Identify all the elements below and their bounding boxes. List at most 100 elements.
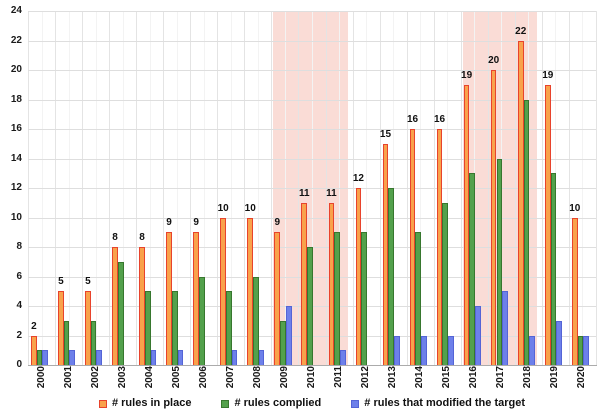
value-label-2016: 19 xyxy=(461,69,473,81)
value-label-2009: 9 xyxy=(274,217,281,229)
value-label-2004: 8 xyxy=(139,232,145,243)
bar-rules-that-modified-the-target-2014 xyxy=(421,335,427,365)
value-label-2007: 10 xyxy=(217,202,229,214)
bar-rules-that-modified-the-target-2016 xyxy=(475,306,481,365)
x-axis-label-2011: 2011 xyxy=(333,366,345,388)
value-label-2003: 8 xyxy=(112,232,118,243)
bar-rules-that-modified-the-target-2019 xyxy=(556,320,562,365)
y-axis-label: 4 xyxy=(16,300,22,311)
x-axis-label-2020: 2020 xyxy=(576,366,588,389)
bar-rules-in-place-2004 xyxy=(139,247,145,365)
y-axis-label: 14 xyxy=(10,152,22,164)
bar-rules-complied-2000 xyxy=(36,350,43,365)
bar-rules-that-modified-the-target-2015 xyxy=(448,335,454,365)
legend-item-rules-that-modified-the-target: # rules that modified the target xyxy=(351,397,525,410)
bar-rules-complied-2007 xyxy=(226,291,232,365)
bar-rules-that-modified-the-target-2002 xyxy=(96,350,103,365)
x-axis-label-2005: 2005 xyxy=(170,366,182,389)
y-axis-label: 20 xyxy=(10,64,22,75)
x-axis-label-2015: 2015 xyxy=(441,366,453,389)
value-label-2002: 5 xyxy=(85,276,91,288)
bar-rules-complied-2016 xyxy=(469,173,476,365)
x-axis-label-2006: 2006 xyxy=(197,366,209,389)
x-axis-label-2014: 2014 xyxy=(414,366,426,389)
bar-rules-complied-2005 xyxy=(171,291,178,365)
x-axis-line xyxy=(28,365,597,366)
value-label-2010: 11 xyxy=(299,187,310,199)
h-gridline xyxy=(28,129,596,130)
bar-rules-complied-2002 xyxy=(90,320,97,365)
value-label-2020: 10 xyxy=(569,202,581,214)
value-label-2015: 16 xyxy=(434,114,446,125)
h-gridline xyxy=(28,70,596,71)
bar-rules-complied-2009 xyxy=(280,320,286,365)
h-gridline xyxy=(28,40,596,42)
legend-item-rules-in-place: # rules in place xyxy=(98,397,192,410)
bar-rules-that-modified-the-target-2001 xyxy=(69,350,76,365)
value-label-2019: 19 xyxy=(542,69,554,81)
bar-rules-complied-2012 xyxy=(361,232,367,365)
x-axis-label-2009: 2009 xyxy=(278,366,290,389)
x-axis-label-2016: 2016 xyxy=(468,366,480,389)
value-label-2000: 2 xyxy=(31,320,37,332)
legend-label: # rules in place xyxy=(111,397,192,409)
x-axis-label-2007: 2007 xyxy=(224,366,236,389)
bar-rules-complied-2020 xyxy=(577,335,584,365)
legend-marker-icon xyxy=(221,399,230,408)
y-axis-label: 10 xyxy=(10,211,22,223)
bar-rules-in-place-2012 xyxy=(355,188,362,365)
bar-rules-complied-2015 xyxy=(442,202,449,365)
bar-rules-in-place-2006 xyxy=(193,232,199,365)
legend-marker-icon xyxy=(98,399,107,408)
x-axis-label-2002: 2002 xyxy=(89,366,101,389)
bar-rules-in-place-2001 xyxy=(58,291,64,365)
x-axis-label-2018: 2018 xyxy=(522,366,534,389)
bar-rules-complied-2011 xyxy=(334,232,340,365)
bar-rules-in-place-2003 xyxy=(112,247,118,365)
value-label-2017: 20 xyxy=(488,55,500,66)
bar-rules-that-modified-the-target-2000 xyxy=(42,350,49,365)
y-axis-label: 6 xyxy=(16,270,22,282)
y-axis-label: 24 xyxy=(10,5,22,16)
x-axis-label-2003: 2003 xyxy=(116,366,128,389)
legend-marker-icon xyxy=(351,399,360,408)
bar-rules-in-place-2018 xyxy=(517,40,524,365)
value-label-2014: 16 xyxy=(406,114,419,125)
h-gridline xyxy=(28,188,596,189)
bar-rules-that-modified-the-target-2018 xyxy=(529,335,535,365)
bar-rules-in-place-2014 xyxy=(409,129,416,365)
bar-rules-complied-2018 xyxy=(523,99,530,365)
bar-rules-in-place-2005 xyxy=(166,232,172,365)
bar-rules-that-modified-the-target-2020 xyxy=(583,335,590,365)
h-gridline xyxy=(28,158,596,160)
value-label-2018: 22 xyxy=(515,25,527,37)
h-gridline xyxy=(28,11,596,12)
y-axis-label: 8 xyxy=(16,241,22,252)
bar-rules-that-modified-the-target-2011 xyxy=(339,350,346,365)
bar-rules-complied-2006 xyxy=(198,276,205,365)
bar-rules-that-modified-the-target-2008 xyxy=(258,350,265,365)
value-label-2006: 9 xyxy=(193,217,199,229)
value-label-2005: 9 xyxy=(166,217,172,229)
bar-rules-in-place-2002 xyxy=(85,291,91,365)
bar-rules-in-place-2016 xyxy=(463,84,470,365)
bar-rules-complied-2017 xyxy=(496,158,503,365)
bar-rules-complied-2004 xyxy=(144,291,151,365)
y-axis-label: 18 xyxy=(10,93,22,105)
x-axis-label-2000: 2000 xyxy=(35,366,47,389)
bar-rules-that-modified-the-target-2005 xyxy=(177,350,184,365)
bar-rules-complied-2003 xyxy=(117,261,124,365)
bar-rules-complied-2001 xyxy=(63,320,70,365)
bar-rules-in-place-2020 xyxy=(571,217,578,365)
value-label-2001: 5 xyxy=(58,276,64,288)
legend-item-rules-complied: # rules complied xyxy=(221,397,321,410)
x-axis-label-2012: 2012 xyxy=(360,366,372,389)
legend-label: # rules that modified the target xyxy=(364,397,526,409)
x-axis-label-2001: 2001 xyxy=(62,366,74,389)
bar-rules-in-place-2017 xyxy=(490,70,497,365)
x-axis-label-2010: 2010 xyxy=(306,366,317,389)
y-axis-label: 0 xyxy=(16,359,22,370)
legend: # rules in place # rules complied # rules … xyxy=(28,397,596,410)
h-gridline xyxy=(28,99,596,101)
